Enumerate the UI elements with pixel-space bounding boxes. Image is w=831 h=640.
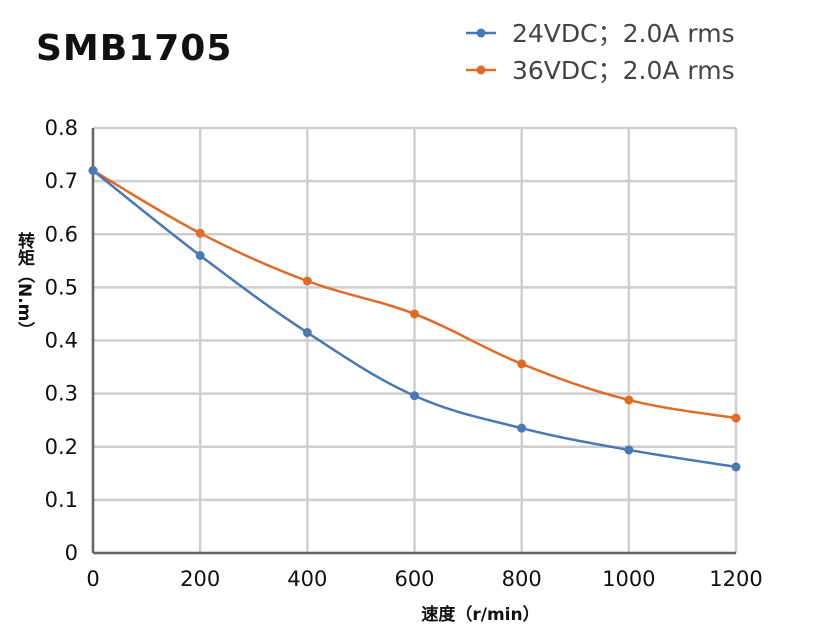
data-point-0 (517, 423, 527, 433)
x-axis-label: 速度（r/min） (421, 605, 540, 625)
y-tick-label: 0.5 (45, 275, 78, 299)
y-tick-label: 0.8 (45, 116, 78, 140)
data-point-1 (517, 359, 527, 369)
y-tick-label: 0 (65, 541, 78, 565)
legend-marker-0 (476, 28, 486, 38)
y-tick-label: 0.6 (45, 222, 78, 246)
data-point-0 (410, 391, 419, 401)
x-tick-label: 1200 (709, 567, 762, 591)
x-tick-label: 600 (394, 567, 434, 591)
x-tick-label: 1000 (602, 567, 655, 591)
y-axis-label: 转矩（N.m） (14, 232, 34, 339)
legend-marker-1 (476, 65, 486, 75)
chart-title: SMB1705 (36, 28, 233, 69)
x-tick-label: 400 (287, 567, 327, 591)
data-point-1 (302, 276, 312, 286)
legend-label-0: 24VDC；2.0A rms (512, 19, 735, 48)
x-tick-label: 800 (502, 567, 542, 591)
data-point-0 (88, 166, 98, 175)
y-tick-label: 0.2 (45, 435, 78, 459)
x-tick-label: 0 (86, 567, 99, 591)
data-point-0 (731, 462, 741, 472)
x-tick-label: 200 (180, 567, 220, 591)
y-tick-label: 0.3 (45, 382, 78, 406)
data-point-1 (624, 395, 634, 405)
data-point-0 (624, 445, 634, 455)
data-point-0 (302, 328, 312, 338)
legend-label-1: 36VDC；2.0A rms (512, 56, 735, 85)
y-tick-label: 0.7 (45, 169, 78, 193)
data-point-1 (731, 413, 741, 423)
data-point-1 (195, 228, 205, 238)
data-point-1 (410, 309, 419, 319)
y-tick-label: 0.1 (45, 488, 78, 512)
y-tick-label: 0.4 (45, 329, 78, 353)
data-point-0 (195, 251, 205, 260)
